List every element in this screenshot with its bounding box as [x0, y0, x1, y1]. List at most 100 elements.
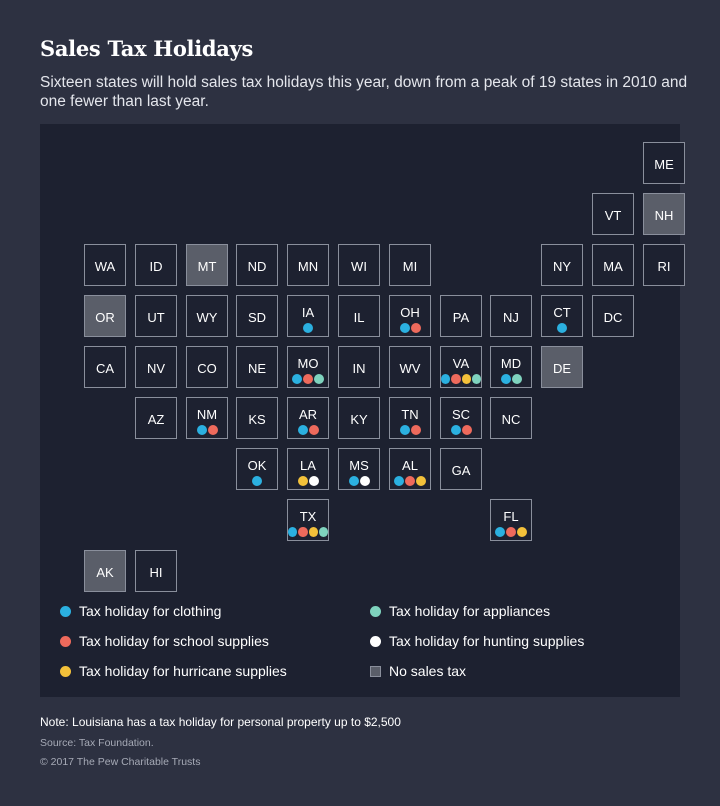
state-tile-co: CO [186, 346, 228, 388]
state-tile-fl: FL [490, 499, 532, 541]
state-tile-ne: NE [236, 346, 278, 388]
school-holiday-dot [461, 425, 472, 435]
holiday-dots [390, 425, 430, 435]
school-legend-dot [60, 635, 71, 647]
school-holiday-dot [506, 527, 516, 537]
holiday-dots [390, 323, 430, 333]
state-tile-ak: AK [84, 550, 126, 592]
state-abbr: HI [149, 565, 163, 580]
clothing-holiday-dot [288, 527, 298, 537]
state-abbr: MO [297, 356, 319, 371]
state-tile-oh: OH [389, 295, 431, 337]
state-abbr: NC [501, 412, 521, 427]
state-tile-nh: NH [643, 193, 685, 235]
clothing-holiday-dot [394, 476, 404, 486]
state-abbr: ID [149, 259, 163, 274]
state-abbr: UT [147, 310, 165, 325]
appliances-legend-dot [370, 605, 381, 617]
state-abbr: DC [603, 310, 623, 325]
state-abbr: AR [298, 407, 318, 422]
state-abbr: MS [349, 458, 369, 473]
state-tile-ok: OK [236, 448, 278, 490]
state-tile-ma: MA [592, 244, 634, 286]
clothing-holiday-dot [303, 323, 313, 333]
state-tile-tx: TX [287, 499, 329, 541]
state-abbr: NJ [503, 310, 519, 325]
legend-item-school: Tax holiday for school supplies [60, 632, 269, 650]
holiday-dots [491, 374, 531, 384]
state-abbr: WI [351, 259, 367, 274]
holiday-dots [542, 323, 582, 333]
holiday-dots [288, 374, 328, 384]
legend-label: Tax holiday for hunting supplies [389, 633, 585, 649]
state-abbr: GA [451, 463, 471, 478]
state-abbr: RI [657, 259, 671, 274]
holiday-dots [288, 425, 328, 435]
hurricane-holiday-dot [416, 476, 426, 486]
school-holiday-dot [308, 425, 319, 435]
hurricane-legend-dot [60, 665, 71, 677]
state-tile-ri: RI [643, 244, 685, 286]
state-tile-vt: VT [592, 193, 634, 235]
clothing-holiday-dot [450, 425, 461, 435]
school-holiday-dot [207, 425, 218, 435]
holiday-dots [441, 425, 481, 435]
state-tile-or: OR [84, 295, 126, 337]
hunting-legend-dot [370, 635, 381, 647]
hurricane-holiday-dot [297, 476, 308, 486]
state-tile-sc: SC [440, 397, 482, 439]
state-tile-hi: HI [135, 550, 177, 592]
tile-map-panel: ME VT NH WA ID MT ND MN WI MI NY MA RI OR UT WY SD IA IL OH… [40, 124, 685, 697]
hurricane-holiday-dot [461, 374, 471, 384]
state-tile-sd: SD [236, 295, 278, 337]
state-tile-ct: CT [541, 295, 583, 337]
state-abbr: ME [654, 157, 674, 172]
clothing-holiday-dot [292, 374, 302, 384]
state-abbr: MD [500, 356, 522, 371]
holiday-dots [390, 476, 430, 486]
state-abbr: CO [197, 361, 217, 376]
state-abbr: CA [95, 361, 115, 376]
state-abbr: WA [94, 259, 116, 274]
state-abbr: WY [196, 310, 218, 325]
state-abbr: KY [350, 412, 368, 427]
appliances-holiday-dot [471, 374, 481, 384]
state-abbr: IL [353, 310, 365, 325]
state-tile-ms: MS [338, 448, 380, 490]
state-tile-il: IL [338, 295, 380, 337]
school-holiday-dot [451, 374, 461, 384]
legend-item-clothing: Tax holiday for clothing [60, 602, 221, 620]
page-title: Sales Tax Holidays [40, 36, 254, 61]
state-tile-ks: KS [236, 397, 278, 439]
school-holiday-dot [298, 527, 308, 537]
hunting-holiday-dot [308, 476, 319, 486]
state-abbr: SC [451, 407, 471, 422]
appliances-holiday-dot [314, 374, 324, 384]
clothing-holiday-dot [252, 476, 262, 486]
state-tile-in: IN [338, 346, 380, 388]
state-tile-az: AZ [135, 397, 177, 439]
appliances-holiday-dot [318, 527, 328, 537]
state-abbr: NM [196, 407, 218, 422]
state-abbr: TN [401, 407, 419, 422]
state-abbr: DE [552, 361, 572, 376]
clothing-holiday-dot [348, 476, 359, 486]
state-abbr: CT [553, 305, 571, 320]
state-tile-mt: MT [186, 244, 228, 286]
state-abbr: VA [452, 356, 470, 371]
state-tile-ar: AR [287, 397, 329, 439]
state-abbr: NY [552, 259, 572, 274]
school-holiday-dot [405, 476, 415, 486]
appliances-holiday-dot [511, 374, 522, 384]
state-tile-md: MD [490, 346, 532, 388]
state-abbr: ND [247, 259, 267, 274]
school-holiday-dot [410, 425, 421, 435]
legend-label: Tax holiday for clothing [79, 603, 222, 619]
clothing-holiday-dot [297, 425, 308, 435]
state-abbr: VT [604, 208, 622, 223]
state-tile-wa: WA [84, 244, 126, 286]
state-abbr: MA [603, 259, 623, 274]
legend-label: Tax holiday for school supplies [79, 633, 269, 649]
school-holiday-dot [410, 323, 421, 333]
state-tile-mn: MN [287, 244, 329, 286]
